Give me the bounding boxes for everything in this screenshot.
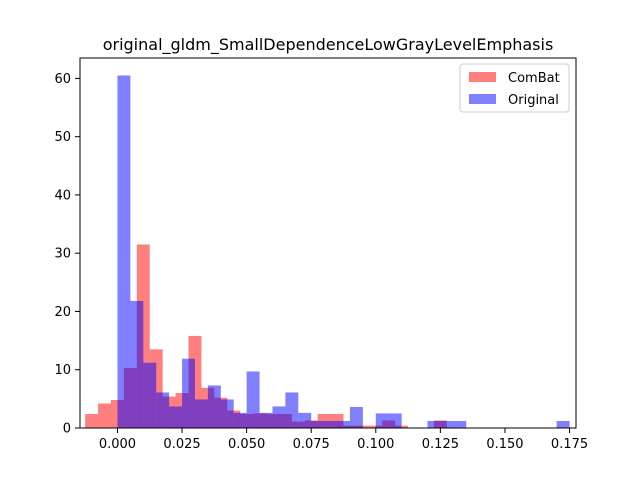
y-tick-label: 0: [63, 422, 71, 437]
y-tick-label: 30: [54, 247, 71, 262]
y-tick-label: 50: [54, 130, 71, 145]
y-tick-label: 20: [54, 305, 71, 320]
bar: [156, 392, 170, 428]
x-tick-label: 0.025: [163, 437, 200, 452]
bar: [298, 412, 312, 428]
x-tick-label: 0.125: [422, 437, 459, 452]
bar: [85, 414, 99, 428]
bar: [272, 406, 286, 428]
bar: [427, 421, 441, 428]
x-tick-label: 0.000: [99, 437, 136, 452]
bar: [220, 399, 234, 428]
bar: [182, 358, 195, 428]
bar: [388, 413, 402, 428]
series-original: [117, 75, 570, 428]
bar: [117, 75, 131, 428]
y-tick-label: 40: [54, 188, 71, 203]
y-tick-label: 10: [54, 363, 71, 378]
bar: [337, 421, 350, 428]
x-tick-label: 0.175: [551, 437, 588, 452]
legend-swatch: [469, 72, 496, 82]
bar: [375, 413, 389, 428]
bar: [233, 412, 247, 428]
bar: [259, 412, 273, 428]
y-axis: 0 10 20 30 40 50 60: [54, 72, 80, 437]
legend-label: ComBat: [508, 71, 560, 86]
bar: [285, 392, 299, 428]
bar: [369, 425, 383, 428]
bar: [440, 421, 454, 428]
axes-frame: [79, 57, 577, 429]
y-tick-label: 60: [54, 72, 71, 87]
bar: [207, 385, 221, 428]
x-tick-label: 0.050: [228, 437, 265, 452]
bar: [556, 421, 570, 428]
x-tick-label: 0.100: [357, 437, 394, 452]
bar: [194, 399, 208, 428]
legend-label: Original: [508, 93, 559, 108]
bar: [453, 421, 467, 428]
bar: [324, 421, 338, 428]
bar: [130, 300, 144, 428]
bar: [143, 362, 157, 428]
legend-swatch: [469, 94, 496, 104]
bar: [349, 407, 363, 428]
x-tick-label: 0.150: [486, 437, 523, 452]
bar: [246, 371, 260, 428]
bar: [311, 421, 325, 428]
bar: [169, 406, 183, 428]
chart-title: original_gldm_SmallDependenceLowGrayLeve…: [103, 35, 554, 55]
legend: ComBat Original: [459, 63, 570, 113]
bar: [98, 403, 111, 428]
plot-area: [79, 57, 577, 429]
x-axis: 0.000 0.025 0.050 0.075 0.100 0.125 0.150 0.175: [99, 428, 588, 452]
x-tick-label: 0.075: [293, 437, 330, 452]
